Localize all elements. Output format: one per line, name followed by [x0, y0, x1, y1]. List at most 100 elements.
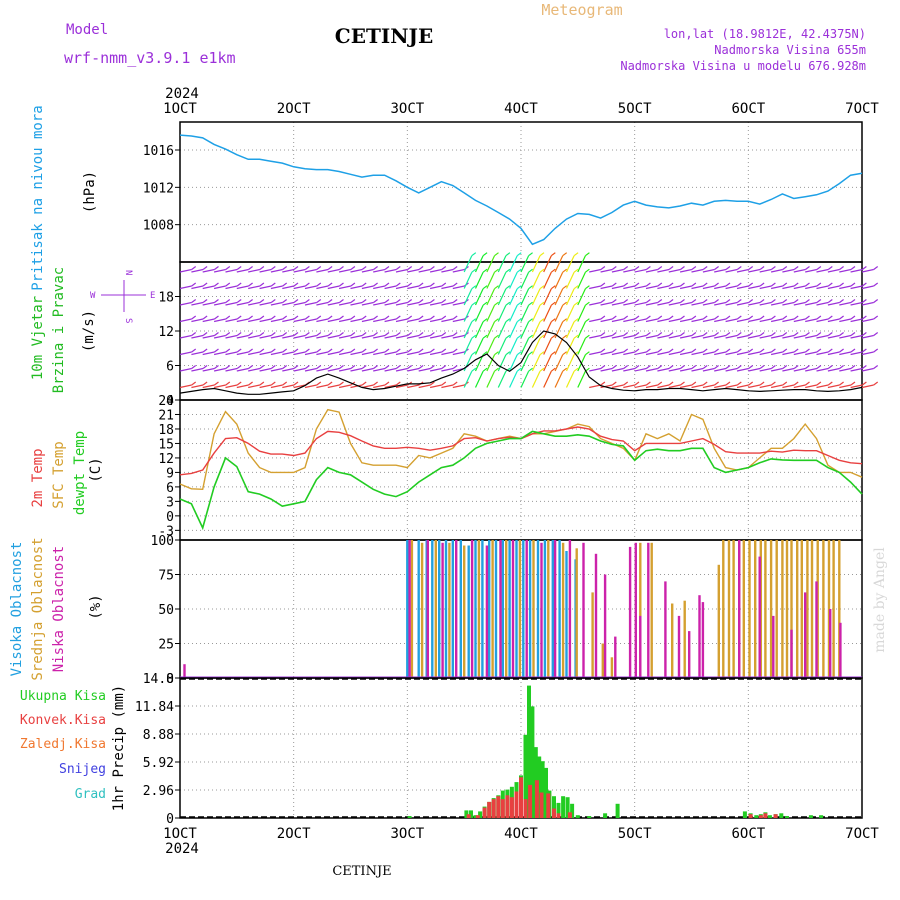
wind-barb — [418, 301, 431, 306]
wind-barb-flag — [793, 348, 799, 353]
wind-barb — [282, 301, 295, 306]
wind-barb-flag — [407, 315, 413, 320]
cloud-bar — [804, 592, 807, 678]
wind-barb — [679, 367, 693, 372]
cloud-bar — [601, 643, 604, 678]
wind-barb — [373, 384, 386, 389]
precip-bar — [478, 811, 483, 818]
wind-barb-flag — [293, 282, 299, 287]
wind-title: 10m Vjetar — [30, 296, 46, 380]
cloud-bar — [664, 581, 667, 678]
wind-barb — [520, 271, 530, 289]
wind-barb — [679, 334, 693, 339]
wind-barb — [520, 337, 530, 355]
wind-barb-flag — [646, 365, 651, 369]
wind-barb-flag — [339, 315, 344, 320]
wind-barb — [748, 301, 761, 306]
wind-barb — [736, 268, 749, 273]
wind-barb — [486, 354, 496, 372]
wind-barb-flag — [805, 299, 810, 303]
wind-barb — [520, 304, 530, 322]
wind-barb — [645, 268, 658, 273]
precip-bar — [748, 814, 753, 818]
wind-barb — [782, 318, 795, 323]
wind-barb — [565, 255, 575, 273]
wind-barb — [589, 367, 602, 372]
wind-barb-flag — [384, 282, 390, 287]
wind-barb — [702, 334, 715, 339]
y-tick-label: 50 — [158, 603, 174, 618]
wind-barb — [634, 384, 647, 389]
bottom-date-ticks: 1OCT 2OCT 3OCT 4OCT 5OCT 6OCT 7OCT — [163, 826, 879, 842]
wind-barb — [725, 301, 738, 306]
wind-barb-flag — [316, 266, 322, 270]
wind-barb — [577, 321, 586, 339]
wind-barb — [327, 351, 340, 356]
cloud-bar — [481, 540, 484, 678]
wind-barb-flag — [452, 299, 458, 303]
cloud-bar — [451, 540, 454, 678]
wind-barb — [509, 354, 518, 372]
wind-barb-flag — [657, 348, 663, 353]
cloud-bar — [800, 540, 803, 678]
wind-barb — [520, 370, 530, 388]
wind-barb-flag — [573, 268, 579, 273]
wind-barb-flag — [191, 282, 197, 287]
wind-barb — [520, 255, 530, 273]
wind-barb-flag — [562, 268, 568, 273]
precip-bar — [808, 815, 813, 818]
wind-barb-flag — [430, 348, 435, 353]
wind-barb-flag — [191, 381, 197, 386]
wind-barb-flag — [471, 268, 477, 273]
wind-barb-flag — [384, 332, 390, 336]
wind-barb-flag — [839, 315, 844, 320]
wind-barb-flag — [407, 299, 413, 303]
wind-barb-flag — [494, 268, 499, 273]
cloud-bar — [748, 540, 751, 678]
wind-barb — [839, 367, 852, 372]
wind-barb — [282, 285, 295, 290]
wind-barb — [384, 384, 397, 389]
wind-barb-flag — [293, 381, 299, 386]
wind-barb — [827, 285, 840, 290]
wind-barb-flag — [282, 332, 288, 336]
cloud-bar — [536, 540, 540, 678]
wind-barb-flag — [528, 301, 533, 306]
wind-barb — [816, 268, 829, 273]
wind-barb — [645, 285, 658, 290]
wind-barb — [861, 367, 874, 372]
wind-barb-flag — [702, 381, 708, 386]
wind-barb-flag — [452, 332, 458, 336]
wind-barb — [361, 334, 374, 339]
wind-barb-flag — [350, 282, 356, 287]
wind-barb — [304, 334, 317, 339]
wind-barb-flag — [611, 315, 617, 320]
wind-barb — [441, 285, 454, 290]
wind-barb — [702, 318, 715, 323]
wind-barb — [327, 285, 340, 290]
wind-barb-flag — [339, 365, 344, 369]
wind-barb-flag — [361, 348, 367, 353]
precip-bar — [505, 795, 510, 818]
wind-barb-flag — [191, 315, 197, 320]
wind-barb — [850, 285, 863, 290]
wind-barb-flag — [225, 348, 231, 353]
cloud-bar — [488, 540, 491, 678]
wind-barb — [225, 285, 238, 290]
wind-barb-flag — [585, 318, 590, 323]
wind-barb-flag — [430, 381, 435, 386]
wind-barb-flag — [316, 348, 322, 353]
wind-barb — [497, 288, 507, 306]
legend-frozen-rain: Zaledj.Kisa — [20, 737, 106, 752]
wind-barb — [714, 351, 727, 356]
wind-barb-flag — [771, 315, 776, 320]
pressure-unit: (hPa) — [82, 171, 98, 213]
wind-barb — [759, 268, 772, 273]
wind-barb — [407, 301, 420, 306]
high-cloud-title: Visoka Oblacnost — [9, 542, 25, 677]
wind-barb-flag — [680, 266, 685, 270]
wind-barb — [736, 285, 749, 290]
wind-barb — [373, 285, 386, 290]
cloud-bar — [683, 600, 686, 678]
top-date-label: 4OCT — [504, 101, 538, 117]
